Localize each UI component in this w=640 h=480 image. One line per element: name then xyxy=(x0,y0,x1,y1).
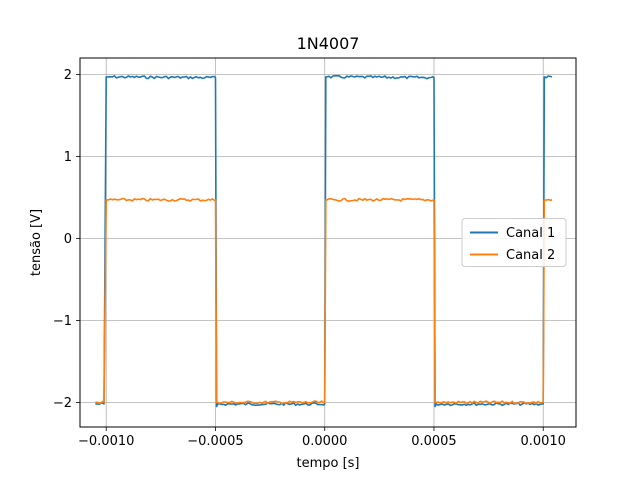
plot-frame xyxy=(79,57,577,428)
legend: Canal 1 Canal 2 xyxy=(461,218,567,267)
y-axis-label: tensão [V] xyxy=(29,209,44,276)
ticks-layer: −0.0010 −0.0005 0.0000 0.0005 0.0010 −2 −1 0 1 2 xyxy=(53,68,566,449)
y-tick-label: 1 xyxy=(64,150,72,165)
y-tick-label: −2 xyxy=(53,396,72,411)
legend-label-1: Canal 1 xyxy=(506,226,555,241)
series-line-2 xyxy=(95,197,553,405)
legend-label-2: Canal 2 xyxy=(506,248,555,263)
x-tick-label: 0.0005 xyxy=(411,434,457,449)
y-tick-label: −1 xyxy=(53,314,72,329)
y-tick-label: 2 xyxy=(64,68,72,83)
x-tick-label: 0.0010 xyxy=(520,434,566,449)
y-tick-label: 0 xyxy=(64,232,72,247)
x-tick-label: 0.0000 xyxy=(302,434,348,449)
series-layer xyxy=(95,74,553,408)
chart-title: 1N4007 xyxy=(297,34,360,53)
x-axis-label: tempo [s] xyxy=(296,456,359,471)
x-tick-label: −0.0010 xyxy=(78,434,134,449)
series-line-1 xyxy=(95,74,553,408)
x-tick-label: −0.0005 xyxy=(187,434,243,449)
